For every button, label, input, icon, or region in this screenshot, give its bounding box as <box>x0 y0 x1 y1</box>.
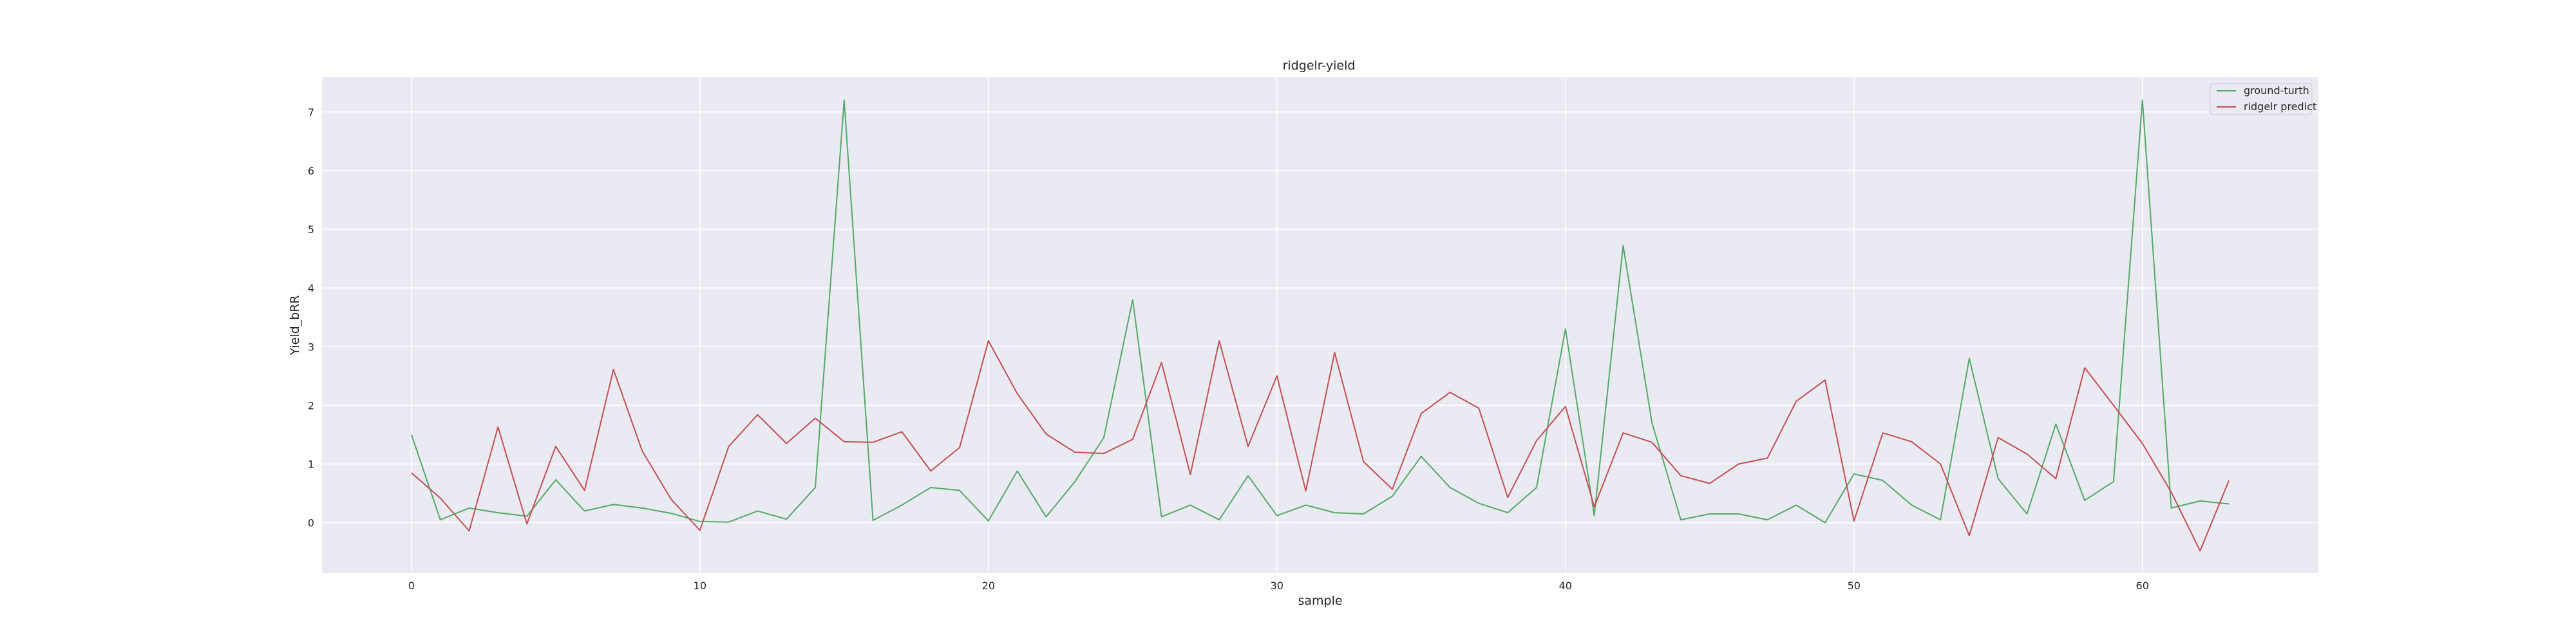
y-tick-label: 2 <box>308 399 314 412</box>
x-tick-label: 10 <box>694 580 706 592</box>
grid <box>322 77 2318 573</box>
y-tick-label: 5 <box>308 223 314 236</box>
plot-area <box>322 77 2318 573</box>
x-tick-label: 0 <box>408 580 415 592</box>
series-line-ground-turth <box>410 99 2230 524</box>
x-tick-label: 30 <box>1271 580 1283 592</box>
y-tick-label: 1 <box>308 459 314 471</box>
chart-title: ridgelr-yield <box>1283 59 1356 73</box>
y-tick-label: 7 <box>308 106 314 118</box>
series-line-ridgelr-predict <box>411 340 2230 552</box>
x-tick-label: 60 <box>2136 580 2149 592</box>
legend-label-ridgelr-predict: ridgelr predict <box>2244 100 2316 113</box>
y-tick-label: 0 <box>308 517 314 529</box>
y-axis-label: Yield_bRR <box>288 295 302 355</box>
legend-label-ground-turth: ground-turth <box>2244 84 2309 97</box>
x-tick-label: 40 <box>1559 580 1572 592</box>
y-tick-label: 3 <box>308 341 314 353</box>
x-axis-label: sample <box>1298 594 1342 608</box>
tick-labels: 0 10 20 30 40 50 60 0 1 2 3 4 5 6 7 <box>308 106 2149 592</box>
x-tick-label: 20 <box>982 580 995 592</box>
y-tick-label: 6 <box>308 165 314 177</box>
x-tick-label: 50 <box>1848 580 1861 592</box>
legend: ground-turth ridgelr predict <box>2210 83 2316 115</box>
y-tick-label: 4 <box>308 282 314 294</box>
series-lines <box>410 99 2230 552</box>
